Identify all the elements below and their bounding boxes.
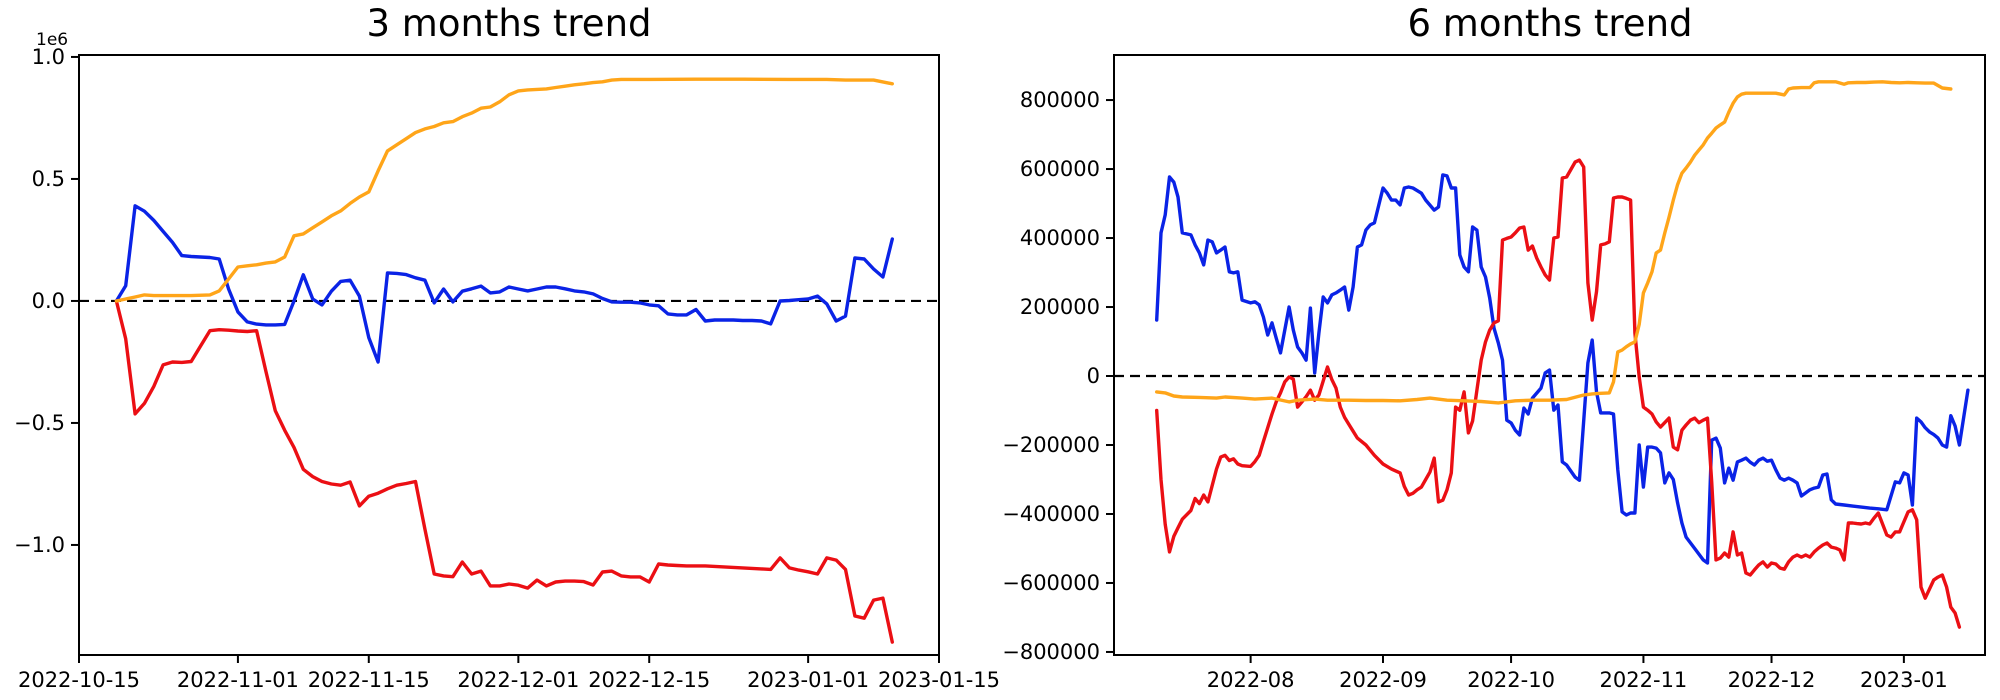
x-tick-label: 2023-01	[1860, 668, 1948, 692]
y-tick-label: 600000	[1020, 157, 1100, 181]
series-orange	[1154, 80, 1953, 405]
y-tick-label: 0.5	[32, 167, 65, 191]
chart-title-3-months: 3 months trend	[366, 2, 652, 45]
y-tick-label: 400000	[1020, 226, 1100, 250]
x-tick-label: 2022-11-01	[177, 668, 299, 692]
chart-1: 800000 600000 400000 200000 0 −200000 −400000 −…	[1002, 54, 1986, 692]
y-tick-label: −800000	[1002, 640, 1100, 664]
x-tick-label: 2022-12-15	[588, 668, 710, 692]
y-tick-label: 800000	[1020, 88, 1100, 112]
y-tick-label: −1.0	[14, 533, 65, 557]
x-tick-label: 2023-01-01	[747, 668, 869, 692]
plot-spines	[1113, 54, 1986, 656]
y-tick-label: −400000	[1002, 502, 1100, 526]
y-tick-label: −600000	[1002, 571, 1100, 595]
y-tick-label: 200000	[1020, 295, 1100, 319]
plot-spines	[78, 54, 940, 656]
x-tick-label: 2022-12-01	[457, 668, 579, 692]
y-tick-label: 0.0	[32, 289, 65, 313]
x-tick-label: 2022-09	[1339, 668, 1427, 692]
series-blue	[114, 204, 894, 364]
series-red	[1154, 158, 1962, 629]
chart-0: 1.0 0.5 0.0 −0.5 −1.0 2022-10-15 2022-11-01 202…	[14, 45, 1000, 692]
series-red	[114, 299, 894, 644]
y-tick-label: 1.0	[32, 45, 65, 69]
x-tick-label: 2022-11	[1600, 668, 1688, 692]
x-tick-label: 2023-01-15	[878, 668, 1000, 692]
x-tick-label: 2022-10-15	[18, 668, 140, 692]
x-tick-label: 2022-08	[1207, 668, 1295, 692]
y-axis-offset-label: 1e6	[36, 30, 69, 50]
y-tick-label: 0	[1087, 364, 1100, 388]
y-tick-label: −200000	[1002, 433, 1100, 457]
x-tick-label: 2022-10	[1467, 668, 1555, 692]
y-tick-label: −0.5	[14, 411, 65, 435]
series-blue	[1154, 173, 1970, 565]
x-tick-label: 2022-11-15	[308, 668, 430, 692]
chart-title-6-months: 6 months trend	[1407, 2, 1693, 45]
x-tick-label: 2022-12	[1728, 668, 1816, 692]
series-orange	[114, 77, 894, 303]
